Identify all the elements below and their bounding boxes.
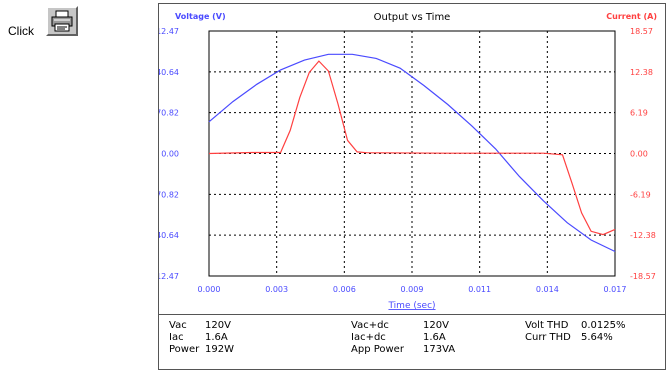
volt-thd-value: 0.0125% xyxy=(581,320,626,331)
y-right-tick-label: 12.38 xyxy=(630,68,653,77)
chart-title: Output vs Time xyxy=(374,12,451,23)
series-line-voltage xyxy=(208,53,616,253)
y-left-tick-label: 212.47 xyxy=(159,27,179,36)
volt-thd-row: Volt THD 0.0125% xyxy=(525,320,626,332)
vacdc-label: Vac+dc xyxy=(351,320,389,331)
curr-thd-row: Curr THD 5.64% xyxy=(525,332,613,344)
measurement-summary: Vac 120V Iac 1.6A Power 192W Vac+dc 120V Iac… xyxy=(159,314,665,370)
y-right-axis-label: Current (A) xyxy=(606,12,657,21)
x-tick-label: 0.000 xyxy=(198,285,221,294)
y-left-tick-label: 0.00 xyxy=(161,150,179,159)
vac-label: Vac xyxy=(169,320,187,331)
app-power-value: 173VA xyxy=(423,344,456,355)
iacdc-label: Iac+dc xyxy=(351,332,386,343)
y-left-tick-label: 140.64 xyxy=(159,68,179,77)
x-tick-label: 0.003 xyxy=(265,285,288,294)
y-right-tick-label: -18.57 xyxy=(630,272,656,281)
output-vs-time-chart: Output vs Time Voltage (V) Current (A) Time… xyxy=(159,12,657,311)
iac-label: Iac xyxy=(169,332,184,343)
output-panel: Output vs Time Voltage (V) Current (A) Time… xyxy=(158,3,666,370)
x-tick-label: 0.009 xyxy=(401,285,424,294)
y-right-tick-label: 18.57 xyxy=(630,27,653,36)
y-left-tick-label: -70.82 xyxy=(159,190,179,199)
vacdc-row: Vac+dc 120V xyxy=(351,320,449,332)
y-right-tick-label: -12.38 xyxy=(630,231,656,240)
y-left-axis-label: Voltage (V) xyxy=(175,12,226,21)
y-left-tick-label: 70.82 xyxy=(159,109,179,118)
iac-value: 1.6A xyxy=(205,332,228,343)
x-tick-label: 0.014 xyxy=(536,285,559,294)
curr-thd-label: Curr THD xyxy=(525,332,571,343)
power-label: Power xyxy=(169,344,200,355)
vac-row: Vac 120V xyxy=(169,320,231,332)
printer-icon xyxy=(51,10,73,32)
x-tick-label: 0.017 xyxy=(604,285,627,294)
iacdc-value: 1.6A xyxy=(423,332,446,343)
curr-thd-value: 5.64% xyxy=(581,332,613,343)
click-label: Click xyxy=(8,24,34,38)
y-left-tick-label: -212.47 xyxy=(159,272,179,281)
y-right-tick-label: 6.19 xyxy=(630,109,648,118)
volt-thd-label: Volt THD xyxy=(525,320,569,331)
y-right-tick-label: 0.00 xyxy=(630,150,648,159)
power-row: Power 192W xyxy=(169,344,234,356)
y-left-tick-label: -140.64 xyxy=(159,231,179,240)
iacdc-row: Iac+dc 1.6A xyxy=(351,332,446,344)
power-value: 192W xyxy=(205,344,234,355)
vac-value: 120V xyxy=(205,320,231,331)
vacdc-value: 120V xyxy=(423,320,449,331)
print-instruction: Click xyxy=(8,6,118,46)
x-axis-label: Time (sec) xyxy=(387,301,435,311)
x-tick-label: 0.006 xyxy=(333,285,356,294)
iac-row: Iac 1.6A xyxy=(169,332,228,344)
app-power-label: App Power xyxy=(351,344,404,355)
app-power-row: App Power 173VA xyxy=(351,344,455,356)
y-right-tick-label: -6.19 xyxy=(630,190,651,199)
series-line-current xyxy=(208,60,616,236)
x-tick-label: 0.011 xyxy=(468,285,491,294)
print-button[interactable] xyxy=(46,6,78,36)
